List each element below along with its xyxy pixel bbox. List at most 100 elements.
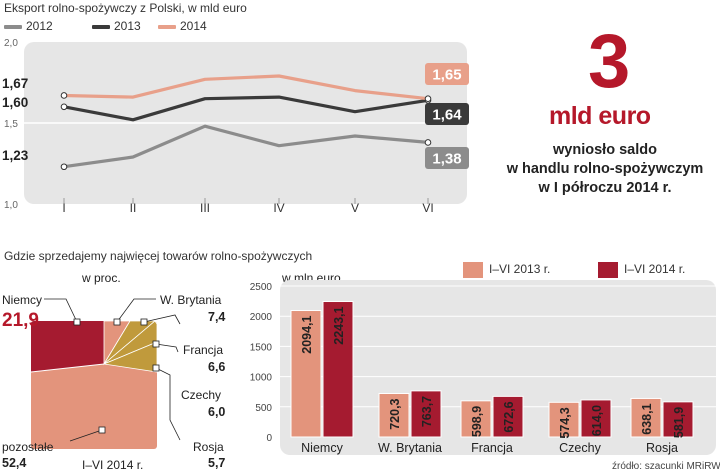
bar-legend-label-0: I–VI 2013 r. (489, 262, 551, 277)
bar-y-tick-label: 2000 (250, 312, 273, 323)
x-tick-label: V (351, 201, 359, 214)
bar-category-label: Francja (471, 441, 513, 455)
bar-value-label: 574,3 (558, 407, 572, 438)
pie-label-czechy: Czechy (181, 388, 222, 402)
leader-czechy (155, 343, 179, 353)
legend-2013: 2013 (92, 19, 141, 33)
series-end-badge-2013: 1,64 (425, 103, 469, 125)
bar-value-label: 720,3 (388, 398, 402, 429)
pie-label-francja: Francja (183, 343, 224, 357)
series-start-label-2012: 1,23 (2, 148, 29, 163)
bar-legend-item-0: I–VI 2013 r. (463, 262, 550, 278)
pie-label-wbrytania: W. Brytania (160, 293, 222, 307)
bar-niemcy-0 (290, 310, 322, 438)
bar-section-title: Gdzie sprzedajemy najwięcej towarów roln… (4, 249, 313, 263)
series-line-2012 (63, 124, 429, 169)
saldo-line-2: w handlu rolno-spożywczym (506, 161, 704, 177)
series-end-badge-2014: 1,65 (425, 63, 469, 85)
line-chart: 1,01,52,01,231,601,671,381,641,65I II III I… (2, 38, 469, 214)
bar-category-label: Rosja (646, 441, 678, 455)
line-chart-title: Eksport rolno-spożywczy z Polski, w mld … (4, 1, 247, 15)
bar-y-tick-label: 1000 (250, 373, 273, 384)
x-tick-label: II (130, 201, 137, 214)
series-start-point-2013 (60, 103, 68, 111)
legend-label-2012: 2012 (26, 19, 53, 33)
legend-label-2013: 2013 (114, 19, 141, 33)
pie-label-rosja: Rosja (193, 440, 224, 454)
legend-2012: 2012 (4, 19, 53, 33)
pie-slice-rosja (102, 341, 158, 373)
y-tick-label: 1,5 (4, 119, 18, 130)
bar-niemcy-1 (322, 301, 354, 438)
bar-y-tick-label: 2500 (250, 282, 273, 293)
series-start-point-2012 (60, 163, 68, 171)
series-end-label-2014: 1,65 (432, 67, 461, 84)
bar-francja-1 (492, 395, 524, 438)
bar-value-label: 581,9 (672, 407, 686, 438)
saldo-line-3: w I półroczu 2014 r. (538, 180, 672, 196)
series-start-label-2014: 1,67 (2, 76, 28, 91)
bar-legend-swatch-0 (463, 262, 483, 278)
legend-swatch-2012 (4, 24, 22, 29)
bar-francja-0 (460, 400, 492, 438)
bar-y-tick-label: 500 (255, 403, 272, 414)
bar-value-label: 614,0 (590, 405, 604, 436)
bar-legend-swatch-1 (598, 262, 618, 278)
bar-value-label: 672,6 (502, 401, 516, 432)
series-line-2013 (63, 95, 429, 122)
bar-wbrytania-1 (410, 390, 442, 438)
bar-wbrytania-0 (378, 392, 410, 438)
pie-period-label: I–VI 2014 r. (82, 458, 144, 472)
y-tick-label: 2,0 (4, 38, 18, 49)
pie-value-pozostale: 52,4 (2, 456, 27, 470)
bar-category-label: W. Brytania (378, 441, 442, 455)
y-tick-label: 1,0 (4, 200, 18, 211)
source-note: źródło: szacunki MRiRW (612, 461, 720, 472)
pie-label-pozostale: pozostałe (2, 440, 54, 454)
bar-value-label: 2243,1 (332, 306, 346, 344)
bar-value-label: 763,7 (420, 396, 434, 427)
pie-value-rosja: 5,7 (208, 456, 226, 470)
legend-swatch-2014 (158, 24, 176, 29)
bar-y-tick-label: 1500 (250, 342, 273, 353)
series-start-label-2013: 1,60 (2, 95, 28, 110)
bar-rosja-1 (662, 401, 694, 438)
bar-value-label: 598,9 (470, 406, 484, 437)
series-start-point-2014 (60, 92, 68, 99)
pie-label-niemcy: Niemcy (2, 293, 43, 307)
pie-slice-niemcy (31, 321, 104, 372)
bar-y-tick-label: 0 (266, 433, 272, 444)
series-line-2014 (63, 74, 429, 101)
legend-label-2014: 2014 (180, 19, 207, 33)
leader-niemcy (44, 298, 78, 323)
bar-legend-item-1: I–VI 2014 r. (598, 262, 685, 278)
leader-rosja (155, 367, 181, 441)
bar-category-label: Niemcy (301, 441, 343, 455)
series-end-point-2014 (424, 95, 432, 103)
pie-value-niemcy: 21,9 (2, 310, 39, 331)
saldo-big-number: 3 (588, 19, 631, 104)
bar-rosja-0 (630, 397, 662, 438)
bar-value-label: 2094,1 (300, 315, 314, 353)
share-chart (30, 298, 181, 449)
bar-value-label: 638,1 (640, 403, 654, 434)
legend-2014: 2014 (158, 19, 207, 33)
saldo-unit: mld euro (549, 102, 651, 130)
series-end-point-2012 (424, 139, 432, 146)
series-end-badge-2012: 1,38 (425, 147, 469, 169)
bar-legend-label-1: I–VI 2014 r. (624, 262, 686, 277)
bar-czechy-1 (580, 399, 612, 438)
leader-francja (143, 314, 181, 325)
pie-value-wbrytania: 7,4 (208, 310, 226, 324)
leader-pozostale (69, 429, 103, 442)
series-end-label-2013: 1,64 (432, 107, 462, 124)
bar-category-label: Czechy (559, 441, 601, 455)
pie-unit-label: w proc. (82, 271, 121, 285)
legend-swatch-2013 (92, 24, 110, 29)
series-end-label-2012: 1,38 (432, 151, 461, 168)
saldo-line-1: wyniosło saldo (553, 142, 657, 158)
x-tick-label: I (62, 201, 65, 214)
x-tick-label: VI (422, 201, 433, 214)
pie-value-czechy: 6,0 (208, 405, 226, 419)
bar-chart: 0 500 1000 1500 2000 2500 2094,1 2243,1 Niemcy 72… (250, 280, 716, 455)
